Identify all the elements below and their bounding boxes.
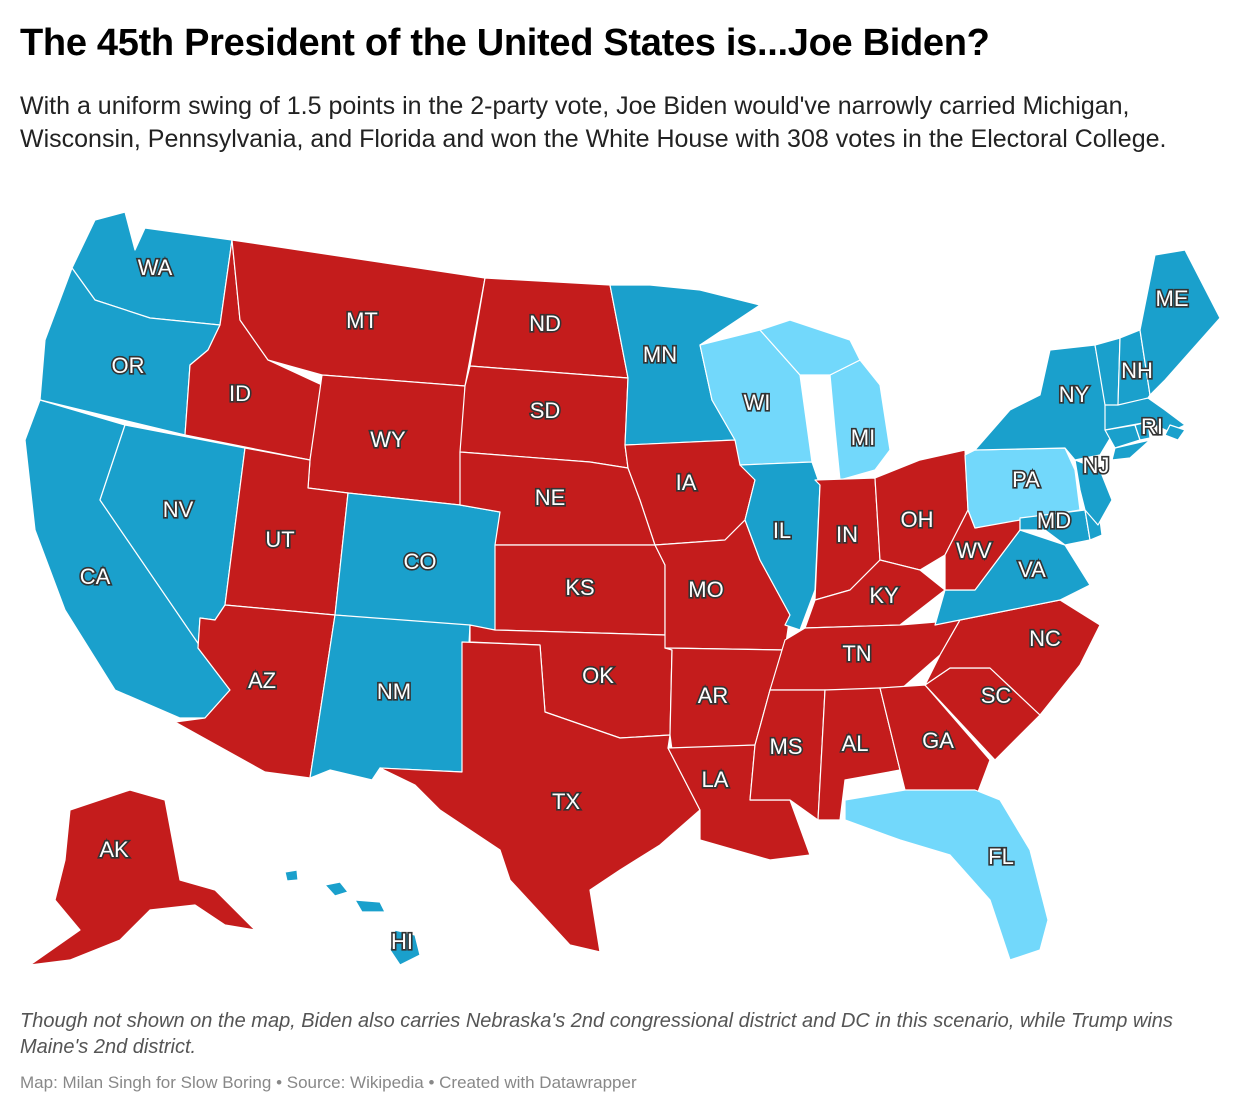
long-island [1111,439,1151,461]
state-nh[interactable] [1117,329,1151,406]
state-label-ia: IA [676,470,697,495]
hawaii-islands [324,881,349,897]
state-label-nd: ND [529,311,561,336]
state-label-me: ME [1156,286,1189,311]
state-label-ok: OK [582,663,614,688]
state-label-ga: GA [922,728,954,753]
chart-subtitle: With a uniform swing of 1.5 points in th… [20,92,1167,154]
state-label-md: MD [1037,508,1071,533]
state-label-co: CO [404,549,437,574]
state-nj[interactable] [1074,459,1113,526]
map-source-footer: Map: Milan Singh for Slow Boring • Sourc… [20,1073,637,1092]
state-label-la: LA [702,767,729,792]
state-label-va: VA [1018,557,1046,582]
state-label-or: OR [112,353,145,378]
state-label-sc: SC [981,683,1012,708]
state-label-wy: WY [370,427,406,452]
state-label-pa: PA [1012,467,1040,492]
state-label-al: AL [842,731,869,756]
state-label-mo: MO [688,577,723,602]
state-label-id: ID [229,381,251,406]
state-label-mt: MT [346,308,378,333]
state-label-ak: AK [99,837,129,862]
state-label-nv: NV [163,497,194,522]
state-label-ne: NE [535,485,566,510]
state-label-ar: AR [698,683,729,708]
state-label-nh: NH [1121,358,1153,383]
state-label-az: AZ [248,668,276,693]
state-fl[interactable] [844,789,1049,961]
hawaii-islands [284,869,299,882]
state-label-mi: MI [851,425,875,450]
state-label-mn: MN [643,342,677,367]
state-label-ri: RI [1141,414,1163,439]
state-mo[interactable] [654,519,791,651]
state-label-nj: NJ [1083,453,1110,478]
state-label-fl: FL [988,844,1014,869]
state-label-hi: HI [391,929,413,954]
state-label-wa: WA [138,255,173,280]
state-mi[interactable] [829,359,891,481]
state-label-wi: WI [744,390,771,415]
state-label-tx: TX [552,789,580,814]
state-hi[interactable] [389,929,421,966]
state-label-nm: NM [377,679,411,704]
state-label-sd: SD [530,398,561,423]
state-label-ks: KS [565,575,594,600]
state-label-nc: NC [1029,626,1061,651]
state-me[interactable] [1139,249,1221,396]
state-label-ca: CA [80,564,111,589]
state-label-oh: OH [901,507,934,532]
state-label-tn: TN [842,641,871,666]
michigan-upper-peninsula [759,319,861,376]
us-electoral-map: WA OR CA NV ID MT WY UT AZ CO NM ND SD N… [24,211,1221,966]
state-ny[interactable] [974,344,1116,461]
hawaii-islands [354,899,386,913]
state-il[interactable] [739,461,821,631]
map-note: Though not shown on the map, Biden also … [20,1010,1173,1058]
cape-cod [1164,424,1186,441]
state-labels: WA OR CA NV ID MT WY UT AZ CO NM ND SD N… [78,253,1190,955]
state-ak[interactable] [29,789,256,966]
state-label-ny: NY [1059,382,1090,407]
state-label-ms: MS [770,734,803,759]
chart-title: The 45th President of the United States … [20,22,990,64]
state-label-wv: WV [956,538,992,563]
state-label-il: IL [773,518,791,543]
state-label-in: IN [836,522,858,547]
state-tx[interactable] [379,641,701,953]
state-label-ut: UT [265,527,294,552]
state-nc[interactable] [924,599,1101,716]
state-label-ky: KY [869,583,899,608]
